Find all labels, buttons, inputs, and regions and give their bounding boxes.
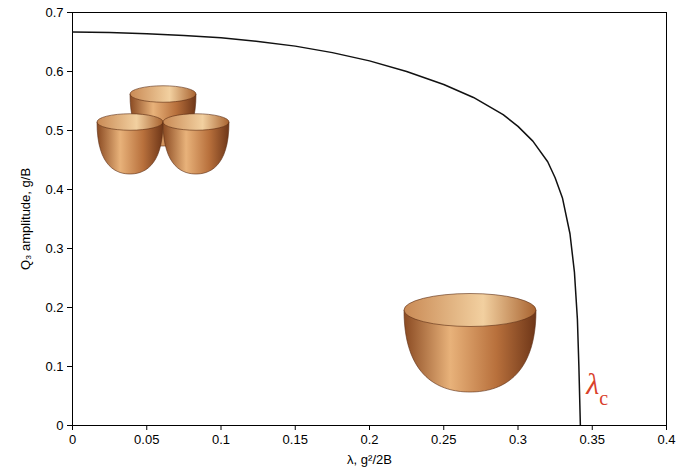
svg-text:0.5: 0.5 xyxy=(45,123,63,138)
svg-text:0.4: 0.4 xyxy=(657,432,675,447)
svg-text:0: 0 xyxy=(56,418,63,433)
svg-text:0.2: 0.2 xyxy=(360,432,378,447)
svg-text:0: 0 xyxy=(69,432,76,447)
svg-text:0.2: 0.2 xyxy=(45,300,63,315)
svg-text:0.3: 0.3 xyxy=(45,241,63,256)
svg-text:0.4: 0.4 xyxy=(45,182,63,197)
svg-text:0.1: 0.1 xyxy=(212,432,230,447)
svg-text:0.05: 0.05 xyxy=(134,432,159,447)
svg-text:0.1: 0.1 xyxy=(45,359,63,374)
svg-text:0.3: 0.3 xyxy=(509,432,527,447)
svg-text:λc: λc xyxy=(585,367,608,409)
svg-text:0.7: 0.7 xyxy=(45,5,63,20)
svg-text:0.35: 0.35 xyxy=(580,432,605,447)
svg-text:0.15: 0.15 xyxy=(283,432,308,447)
svg-text:0.6: 0.6 xyxy=(45,64,63,79)
svg-text:Q₃ amplitude, g/B: Q₃ amplitude, g/B xyxy=(18,168,33,270)
svg-text:0.25: 0.25 xyxy=(431,432,456,447)
svg-text:λ, g²/2B: λ, g²/2B xyxy=(347,452,392,467)
